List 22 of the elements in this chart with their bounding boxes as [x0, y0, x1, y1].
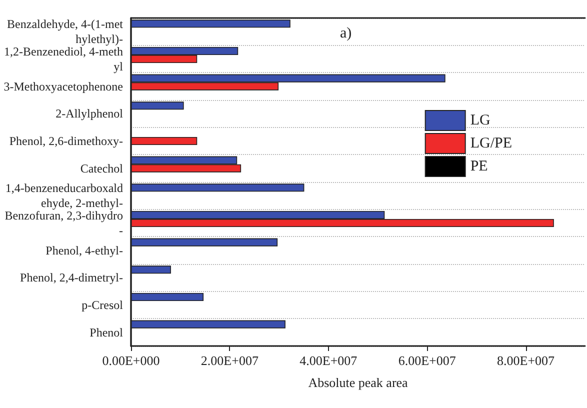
- x-axis-title: Absolute peak area: [308, 375, 408, 390]
- y-tick-label: Benzofuran, 2,3-dihydro-: [4, 208, 123, 238]
- x-tick-label: 4.00E+007: [300, 353, 358, 368]
- y-tick-label: 1,4-benzeneducarboxaldehyde, 2-methyl-: [5, 181, 123, 210]
- legend-label: PE: [470, 158, 488, 174]
- x-tick-label: 0.00E+000: [102, 353, 160, 368]
- y-tick-label: Phenol: [90, 325, 124, 340]
- y-tick-label: Catechol: [80, 161, 124, 176]
- y-tick-label: Benzaldehyde, 4-(1-methylethyl)-: [7, 17, 124, 46]
- x-tick-label: 2.00E+007: [200, 353, 259, 368]
- y-tick-label: Phenol, 2,6-dimethoxy-: [9, 134, 123, 148]
- y-tick-label: 2-Allylphenol: [56, 106, 124, 121]
- legend-label: LG: [470, 112, 490, 128]
- y-tick-label: Phenol, 4-ethyl-: [46, 243, 123, 258]
- y-tick-label: 3-Methoxyacetophenone: [4, 79, 123, 94]
- legend-label: LG/PE: [470, 136, 512, 152]
- annotation: a): [340, 26, 352, 42]
- y-tick-label: Phenol, 2,4-dimetryl-: [20, 270, 124, 285]
- x-tick-label: 6.00E+007: [398, 353, 456, 368]
- y-tick-label: 1,2-Benzenediol, 4-methyl: [4, 44, 124, 74]
- y-tick-label: p-Cresol: [82, 298, 124, 312]
- x-tick-label: 8.00E+007: [497, 353, 556, 368]
